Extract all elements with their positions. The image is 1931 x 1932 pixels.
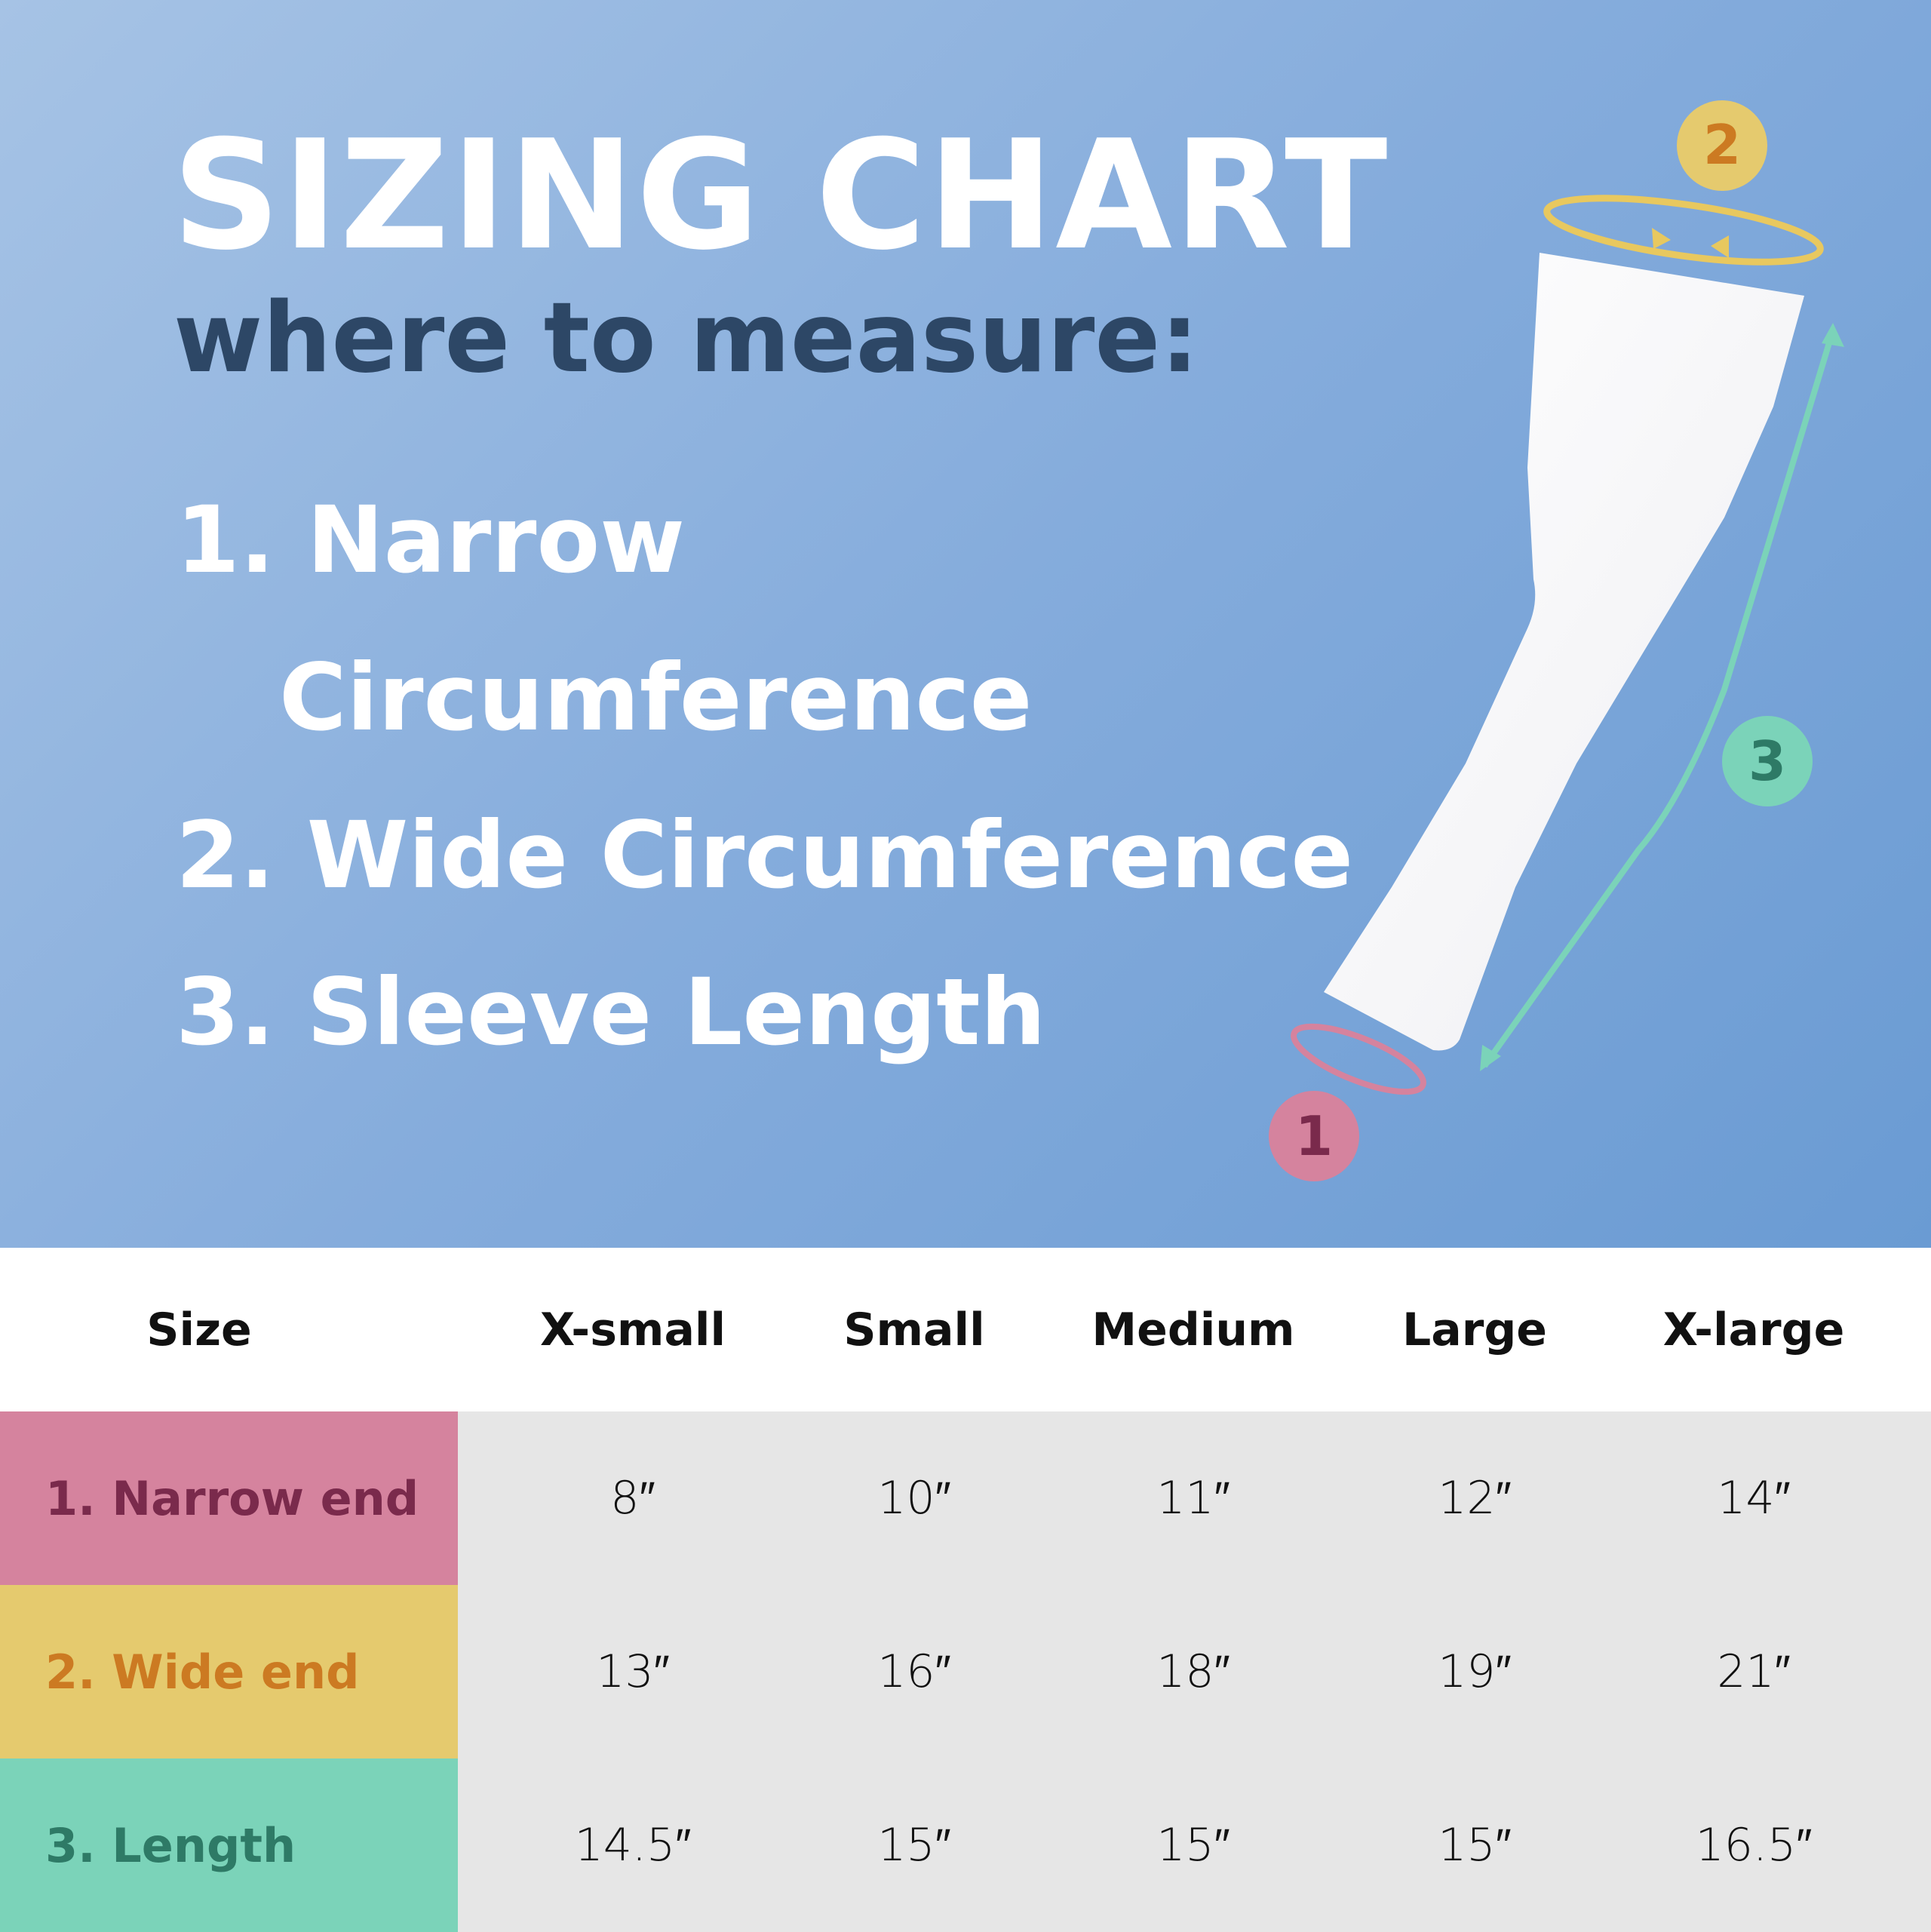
table-row-length: 3. Length 14.5″ 15″ 15″ 15″ 16.5″ <box>0 1758 1931 1932</box>
table-cell: 15″ <box>877 1819 951 1872</box>
row-label: 1. Narrow end <box>0 1411 458 1585</box>
header-small: Small <box>843 1303 985 1356</box>
header-x-large: X-large <box>1662 1303 1845 1356</box>
badge-1-label: 1 <box>1295 1104 1333 1168</box>
table-cell: 11″ <box>1156 1472 1230 1525</box>
measure-item-1-cont: Circumference <box>279 644 1033 751</box>
length-marker <box>1480 323 1844 1071</box>
table-cell: 13″ <box>596 1645 670 1698</box>
sleeve-shape <box>1324 253 1804 1051</box>
row-label: 2. Wide end <box>0 1585 458 1758</box>
table-cell: 14.5″ <box>574 1819 692 1872</box>
table-cell: 14″ <box>1717 1472 1791 1525</box>
table-cell: 16.5″ <box>1695 1819 1813 1872</box>
table-header-row: Size X-small Small Medium Large X-large <box>0 1248 1931 1411</box>
table-cell: 19″ <box>1438 1645 1512 1698</box>
table-cell: 15″ <box>1438 1819 1512 1872</box>
table-row-wide: 2. Wide end 13″ 16″ 18″ 19″ 21″ <box>0 1585 1931 1758</box>
table-cell: 8″ <box>610 1472 655 1525</box>
badge-3-label: 3 <box>1748 729 1786 793</box>
header-large: Large <box>1402 1303 1547 1356</box>
size-table: Size X-small Small Medium Large X-large … <box>0 1248 1931 1932</box>
wide-circumference-marker <box>1543 195 1824 266</box>
row-label: 3. Length <box>0 1758 458 1932</box>
narrow-circumference-marker <box>1291 1023 1426 1095</box>
measure-item-1: 1. Narrow <box>176 487 685 594</box>
page-subtitle: where to measure: <box>173 282 1199 395</box>
table-cell: 10″ <box>877 1472 951 1525</box>
table-row-narrow: 1. Narrow end 8″ 10″ 11″ 12″ 14″ <box>0 1411 1931 1585</box>
badge-1: 1 <box>1269 1091 1359 1181</box>
table-cell: 16″ <box>877 1645 951 1698</box>
badge-2: 2 <box>1677 100 1767 191</box>
hero-banner: SIZING CHART where to measure: 1. Narrow… <box>0 0 1931 1248</box>
measure-item-3: 3. Sleeve Length <box>176 959 1046 1066</box>
page-title: SIZING CHART <box>172 108 1389 284</box>
header-size: Size <box>146 1303 252 1356</box>
badge-3: 3 <box>1722 716 1813 806</box>
sleeve-illustration: 2 3 1 <box>1269 100 1844 1181</box>
measure-item-2: 2. Wide Circumference <box>176 802 1354 909</box>
table-cell: 18″ <box>1156 1645 1230 1698</box>
table-cell: 21″ <box>1717 1645 1791 1698</box>
badge-2-label: 2 <box>1703 113 1741 177</box>
header-medium: Medium <box>1091 1303 1295 1356</box>
table-cell: 12″ <box>1438 1472 1512 1525</box>
header-x-small: X-small <box>539 1303 726 1356</box>
table-cell: 15″ <box>1156 1819 1230 1872</box>
